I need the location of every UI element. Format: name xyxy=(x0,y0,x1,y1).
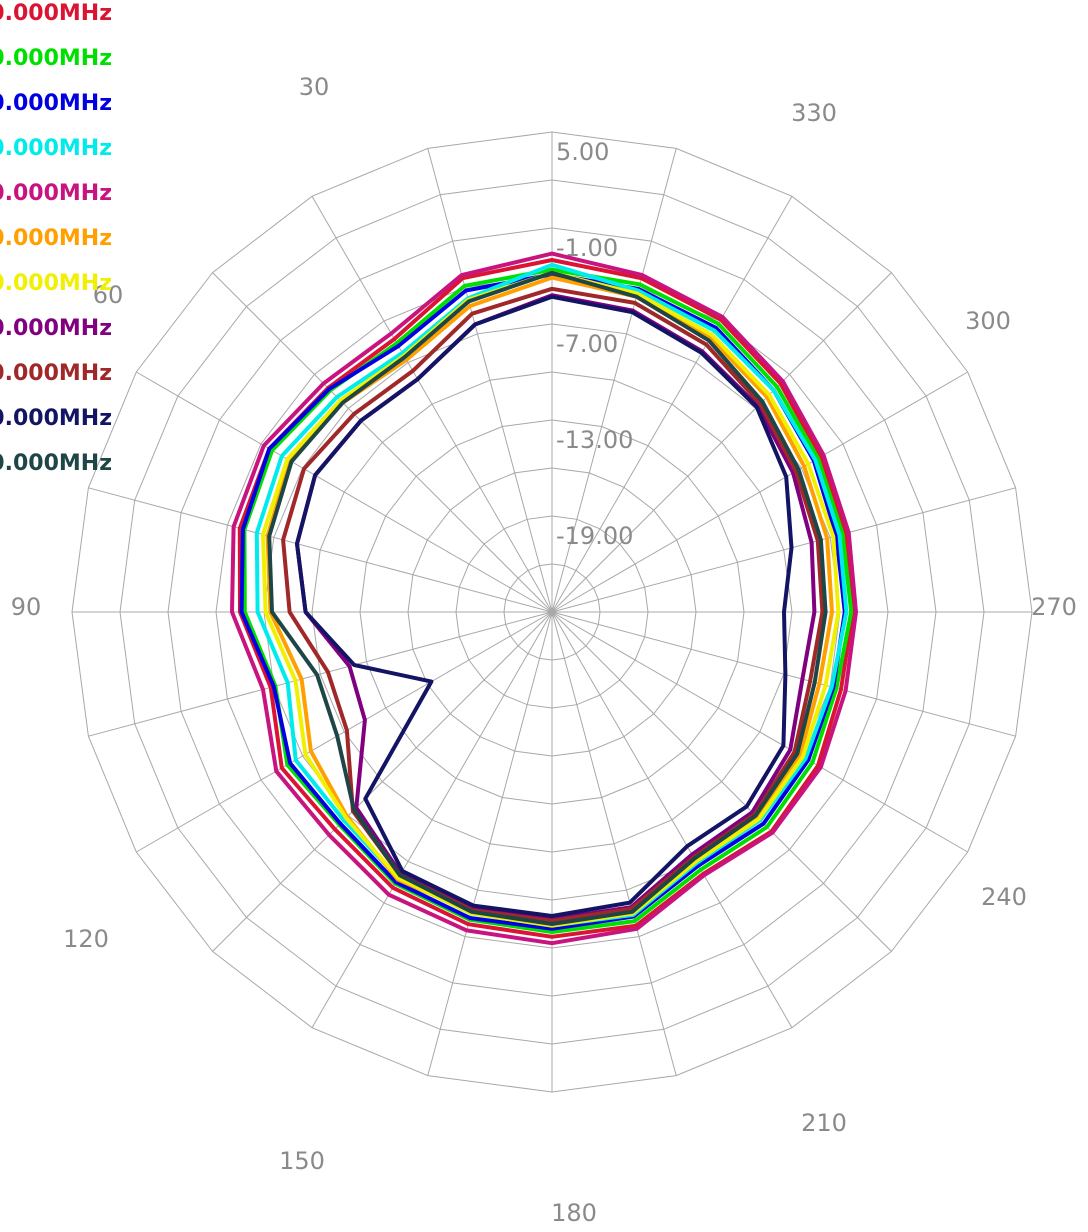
legend-entry: 0.000MHz xyxy=(0,316,112,341)
legend-entry: 0.000MHz xyxy=(0,271,112,296)
grid-spoke xyxy=(551,371,968,613)
grid-spoke xyxy=(311,196,553,613)
angle-label: 90 xyxy=(11,593,42,621)
angle-label: 210 xyxy=(801,1109,847,1137)
grid-spoke xyxy=(551,272,892,613)
grid-spoke xyxy=(427,148,553,613)
angle-label: 30 xyxy=(299,73,330,101)
angle-label: 270 xyxy=(1031,593,1077,621)
grid-spoke xyxy=(551,148,677,613)
radial-labels: 5.00-1.00-7.00-13.00-19.00 xyxy=(556,138,633,550)
grid-spoke xyxy=(551,611,892,952)
angle-label: 120 xyxy=(63,925,109,953)
grid-spoke xyxy=(551,611,677,1076)
series-trace xyxy=(295,294,794,918)
legend-entry: 0.000MHz xyxy=(0,451,112,476)
grid-spoke xyxy=(212,272,553,613)
legend-entry: 0.000MHz xyxy=(0,181,112,206)
legend-entry: 0.000MHz xyxy=(0,1,112,26)
angle-labels: 30 60 90 120 150 180 210 240 270 300 330 xyxy=(11,73,1077,1227)
series-trace xyxy=(267,270,828,926)
angle-label: 300 xyxy=(965,307,1011,335)
grid-spoke xyxy=(551,487,1016,613)
series-trace xyxy=(281,286,825,923)
legend-entry: 0.000MHz xyxy=(0,361,112,386)
grid-spoke xyxy=(551,611,793,1028)
radial-tick-label: -13.00 xyxy=(556,426,633,454)
grid-spoke xyxy=(88,611,553,737)
polar-spokes xyxy=(72,132,1032,1092)
grid-spoke xyxy=(311,611,553,1028)
angle-label: 60 xyxy=(93,281,124,309)
series-trace xyxy=(242,267,854,934)
grid-spoke xyxy=(88,487,553,613)
series-layer xyxy=(230,251,858,946)
radial-tick-label: -7.00 xyxy=(556,330,618,358)
grid-spoke xyxy=(551,196,793,613)
angle-label: 330 xyxy=(791,99,837,127)
angle-label: 150 xyxy=(279,1147,325,1175)
angle-label: 180 xyxy=(551,1199,597,1227)
angle-label: 240 xyxy=(981,883,1027,911)
grid-spoke xyxy=(136,611,553,853)
legend-entry: 0.000MHz xyxy=(0,226,112,251)
radial-tick-label: -19.00 xyxy=(556,522,633,550)
series-trace xyxy=(230,251,858,946)
legend-entry: 0.000MHz xyxy=(0,406,112,431)
legend-entry: 0.000MHz xyxy=(0,46,112,71)
legend-entry: 0.000MHz xyxy=(0,136,112,161)
legend: 0.000MHz 0.000MHz 0.000MHz 0.000MHz 0.000MHz… xyxy=(0,1,112,476)
grid-spoke xyxy=(212,611,553,952)
grid-spoke xyxy=(551,611,968,853)
grid-spoke xyxy=(427,611,553,1076)
legend-entry: 0.000MHz xyxy=(0,91,112,116)
grid-spoke xyxy=(136,371,553,613)
radial-tick-label: 5.00 xyxy=(556,138,609,166)
